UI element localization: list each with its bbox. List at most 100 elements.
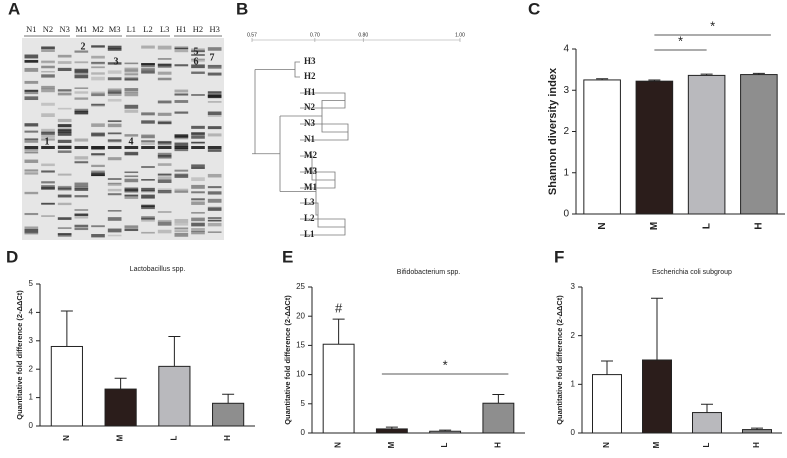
gel-band [207,186,222,189]
y-tick-label: 25 [296,282,305,291]
gel-band [24,212,39,216]
lane-label: H2 [193,24,203,34]
bar [642,359,672,434]
gel-band [91,55,105,59]
gel-band [57,185,72,189]
gel-band [191,167,205,169]
gel-band [141,70,155,74]
gel-band [74,213,89,216]
gel-band [57,146,72,149]
gel-band [157,188,172,191]
gel-band [74,87,89,89]
bar-annotation: # [335,301,343,316]
chart-title: Escherichia coli subgroup [652,269,732,276]
gel-band [107,193,122,196]
gel-band [141,187,155,192]
gel-band [191,146,205,149]
gel-band [157,173,172,176]
gel-band [24,54,39,59]
gel-band [41,74,55,78]
gel-band [41,65,55,69]
gel-band [191,53,205,56]
lane-label: L3 [160,24,169,34]
bar [375,428,408,434]
gel-band [124,73,139,76]
gel-band [141,194,155,198]
gel-band [207,72,222,76]
gel-band [107,210,122,212]
gel-band [207,126,222,130]
gel-band [157,155,172,158]
gel-band [57,67,72,72]
gel-band [74,188,89,191]
gel-band [141,112,155,116]
gel-band [207,47,222,51]
gel-bands [24,45,222,238]
bar [158,365,191,427]
gel-band [174,218,189,223]
gel-band [107,123,122,128]
gel-band [157,100,172,104]
gel-band [74,110,89,115]
gel-band [141,63,155,66]
gel-band [91,172,105,177]
gel-band [141,196,155,199]
x-tick-label: L [702,442,711,447]
gel-band [91,66,105,69]
gel-band [107,217,122,221]
gel-band [74,216,89,219]
gel-band [191,222,205,227]
gel-band [141,63,155,68]
bar [583,79,621,215]
y-tick-label: 1 [563,167,569,178]
gel-band [191,184,205,189]
gel-band [124,91,139,93]
gel-band [91,132,105,136]
leaf-label: N3 [304,118,315,128]
gel-band [74,186,89,190]
gel-band [207,65,222,69]
gel-band [57,233,72,236]
gel-band [91,146,105,149]
y-tick-label: 3 [29,336,34,345]
gel-band [107,45,122,49]
gel-band [207,222,222,227]
gel-band [91,72,105,75]
leaf-label: M2 [304,150,317,160]
gel-band [191,141,205,145]
gel-band [141,166,155,169]
gel-band [107,146,122,149]
gel-band [24,139,39,143]
leaf-label: L2 [304,213,315,223]
panel-label: E [282,247,293,266]
scale-label: 0.80 [358,32,368,38]
x-tick-label: N [62,435,71,441]
gel-band [41,131,55,135]
gel-band [157,146,172,149]
x-tick-label: M [649,222,660,230]
gel-band [57,124,72,128]
gel-band [41,134,55,138]
gel-band [91,45,105,48]
gel-band [141,141,155,145]
gel-band [124,67,139,71]
lane-label: M1 [75,24,87,34]
gel-band [41,187,55,190]
error-bar [60,310,73,347]
gel-band [157,152,172,157]
band-label: 4 [129,136,134,147]
gel-band [124,225,139,230]
gel-band [141,231,155,234]
gel-band [157,141,172,146]
y-tick-label: 0 [571,428,576,437]
gel-band [141,179,155,181]
gel-band [207,173,222,178]
gel-band [57,129,72,133]
gel-band [191,198,205,201]
y-axis-label: Quantitative fold difference (2-ΔΔCt) [283,295,292,425]
gel-band [107,62,122,65]
band-label: 1 [45,136,50,147]
panel-label: F [554,247,564,266]
bar [322,343,355,434]
leaf-label: N2 [304,102,315,112]
